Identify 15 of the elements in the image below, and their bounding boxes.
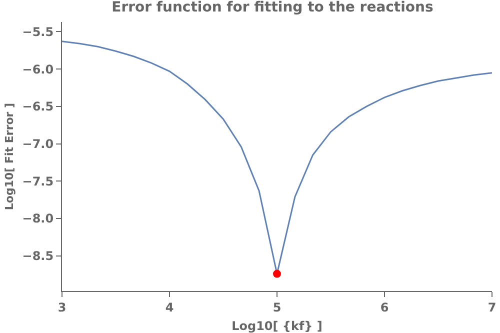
x-axis-title: Log10[ {kf} ] (232, 319, 322, 333)
y-tick-label: −7.5 (22, 174, 54, 188)
x-tick-label: 5 (272, 300, 282, 314)
chart-title: Error function for fitting to the reactions (112, 0, 434, 16)
y-tick-label: −7.0 (22, 137, 54, 151)
x-tick-label: 4 (165, 300, 174, 314)
y-tick-label: −5.5 (22, 24, 54, 39)
x-tick-label: 3 (58, 300, 66, 314)
y-tick-label: −6.0 (22, 62, 54, 76)
y-tick-label: −8.5 (22, 249, 54, 264)
y-tick-label: −6.5 (22, 100, 54, 114)
x-tick-label: 7 (488, 300, 496, 314)
x-tick-label: 6 (380, 300, 389, 314)
y-tick-label: −8.0 (22, 212, 54, 226)
y-axis-title: Log10[ Fit Error ] (2, 102, 16, 210)
